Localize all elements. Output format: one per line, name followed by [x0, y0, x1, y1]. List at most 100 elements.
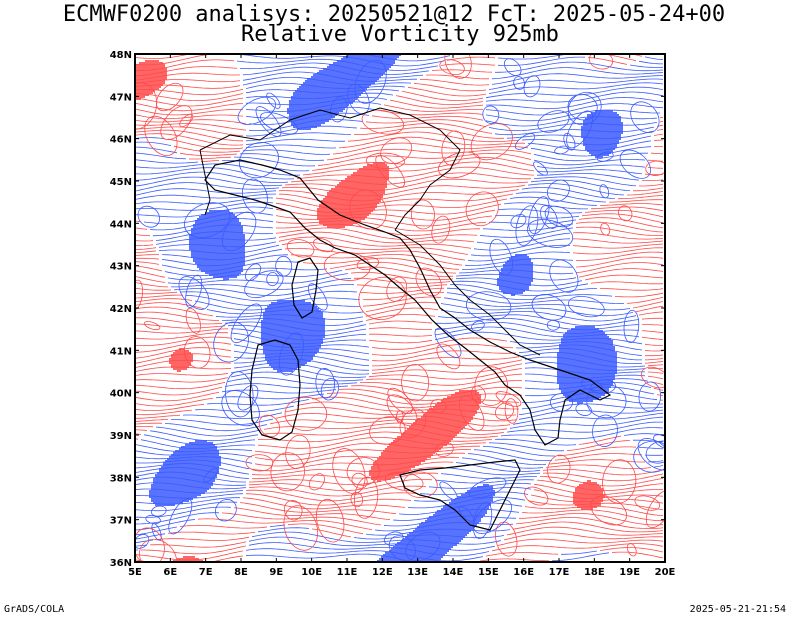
negative-vorticity-core — [291, 316, 293, 318]
positive-vorticity-core — [373, 190, 375, 192]
positive-vorticity-core — [359, 188, 361, 190]
positive-vorticity-core — [381, 162, 383, 164]
positive-vorticity-core — [383, 192, 385, 194]
positive-vorticity-core — [325, 218, 327, 220]
negative-vorticity-core — [617, 134, 619, 136]
negative-vorticity-core — [301, 86, 303, 88]
negative-vorticity-core — [275, 302, 277, 304]
negative-vorticity-core — [309, 102, 311, 104]
positive-vorticity-core — [357, 216, 359, 218]
negative-vorticity-core — [227, 244, 229, 246]
positive-vorticity-core — [357, 192, 359, 194]
negative-vorticity-core — [301, 110, 303, 112]
negative-vorticity-core — [323, 70, 325, 72]
negative-vorticity-core — [321, 86, 323, 88]
positive-vorticity-contour — [647, 371, 664, 374]
negative-vorticity-core — [613, 146, 615, 148]
negative-vorticity-core — [305, 80, 307, 82]
positive-vorticity-core — [367, 196, 369, 198]
negative-vorticity-core — [359, 80, 361, 82]
negative-vorticity-core — [197, 222, 199, 224]
negative-vorticity-core — [329, 104, 331, 106]
negative-vorticity-core — [235, 248, 237, 250]
negative-vorticity-core — [321, 108, 323, 110]
negative-vorticity-core — [305, 336, 307, 338]
negative-vorticity-core — [207, 272, 209, 274]
negative-vorticity-core — [269, 308, 271, 310]
negative-vorticity-contour — [307, 283, 328, 311]
negative-vorticity-core — [587, 118, 589, 120]
negative-vorticity-core — [263, 328, 265, 330]
negative-vorticity-core — [301, 128, 303, 130]
negative-vorticity-core — [357, 70, 359, 72]
negative-vorticity-core — [303, 324, 305, 326]
negative-vorticity-core — [263, 322, 265, 324]
negative-vorticity-core — [301, 318, 303, 320]
negative-vorticity-core — [607, 138, 609, 140]
negative-vorticity-core — [311, 82, 313, 84]
negative-vorticity-core — [343, 96, 345, 98]
negative-vorticity-core — [207, 262, 209, 264]
negative-vorticity-core — [281, 322, 283, 324]
negative-vorticity-core — [291, 310, 293, 312]
negative-vorticity-core — [309, 304, 311, 306]
negative-vorticity-core — [371, 66, 373, 68]
positive-vorticity-contour — [284, 407, 517, 422]
negative-vorticity-core — [199, 250, 201, 252]
negative-vorticity-core — [315, 104, 317, 106]
negative-vorticity-core — [319, 316, 321, 318]
negative-vorticity-contour — [488, 219, 577, 225]
negative-vorticity-core — [313, 314, 315, 316]
positive-vorticity-contour — [179, 152, 238, 156]
negative-vorticity-core — [379, 70, 381, 72]
negative-vorticity-core — [367, 74, 369, 76]
negative-vorticity-core — [619, 132, 621, 134]
positive-vorticity-core — [337, 190, 339, 192]
negative-vorticity-core — [593, 150, 595, 152]
positive-vorticity-core — [373, 204, 375, 206]
negative-vorticity-core — [219, 274, 221, 276]
negative-vorticity-core — [371, 64, 373, 66]
negative-vorticity-core — [295, 312, 297, 314]
positive-vorticity-core — [369, 204, 371, 206]
negative-vorticity-core — [595, 116, 597, 118]
negative-vorticity-core — [303, 108, 305, 110]
positive-vorticity-contour — [387, 387, 413, 414]
negative-vorticity-core — [611, 146, 613, 148]
positive-vorticity-core — [357, 208, 359, 210]
negative-vorticity-core — [221, 230, 223, 232]
positive-vorticity-core — [361, 182, 363, 184]
positive-vorticity-core — [361, 214, 363, 216]
positive-vorticity-contour — [135, 234, 151, 237]
positive-vorticity-contour — [644, 358, 664, 361]
negative-vorticity-core — [283, 310, 285, 312]
negative-vorticity-core — [233, 214, 235, 216]
positive-vorticity-core — [337, 208, 339, 210]
negative-vorticity-core — [357, 64, 359, 66]
negative-vorticity-core — [515, 290, 517, 292]
positive-vorticity-core — [339, 218, 341, 220]
negative-vorticity-core — [241, 252, 243, 254]
negative-vorticity-core — [283, 330, 285, 332]
negative-vorticity-core — [347, 92, 349, 94]
positive-vorticity-core — [351, 184, 353, 186]
positive-vorticity-contour — [588, 54, 614, 70]
negative-vorticity-core — [595, 152, 597, 154]
positive-vorticity-core — [151, 86, 153, 88]
positive-vorticity-core — [349, 180, 351, 182]
negative-vorticity-core — [335, 68, 337, 70]
negative-vorticity-core — [527, 264, 529, 266]
positive-vorticity-core — [385, 174, 387, 176]
negative-vorticity-core — [307, 316, 309, 318]
negative-vorticity-core — [613, 116, 615, 118]
negative-vorticity-core — [367, 66, 369, 68]
positive-vorticity-core — [383, 162, 385, 164]
negative-vorticity-core — [521, 270, 523, 272]
negative-vorticity-core — [223, 240, 225, 242]
negative-vorticity-core — [307, 96, 309, 98]
negative-vorticity-core — [199, 222, 201, 224]
negative-vorticity-core — [511, 278, 513, 280]
negative-vorticity-core — [597, 340, 599, 342]
negative-vorticity-core — [305, 88, 307, 90]
positive-vorticity-core — [321, 208, 323, 210]
